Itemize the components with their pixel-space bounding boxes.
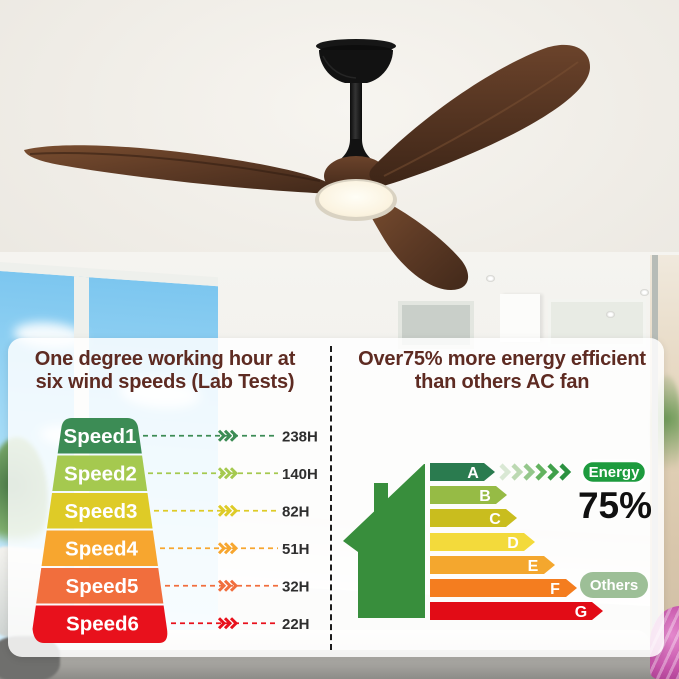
eco-house-icon bbox=[343, 464, 425, 618]
energy-grade-letter: B bbox=[479, 488, 491, 505]
fan-canopy bbox=[316, 39, 396, 83]
speed-row bbox=[32, 568, 168, 604]
recessed-light bbox=[486, 275, 495, 282]
speed-label: Speed6 bbox=[66, 612, 139, 635]
chevron-right-icon bbox=[217, 542, 239, 555]
speed-hours-value: 82H bbox=[282, 503, 310, 520]
wall-pillar bbox=[500, 294, 540, 342]
right-panel-title: Over75% more energy efficient than other… bbox=[344, 348, 660, 394]
speed-connector bbox=[160, 542, 278, 555]
chevron-right-icon bbox=[217, 504, 239, 517]
speed-connector bbox=[143, 429, 278, 442]
speed-label: Speed1 bbox=[64, 425, 137, 448]
energy-grade-letter: F bbox=[550, 581, 560, 598]
recessed-light bbox=[606, 311, 615, 318]
left-panel-title: One degree working hour at six wind spee… bbox=[10, 348, 320, 394]
speed-connector bbox=[171, 617, 278, 630]
chevron-right-icon bbox=[217, 429, 239, 442]
speed-connector bbox=[148, 467, 278, 480]
panel-divider bbox=[330, 346, 332, 650]
others-badge-label: Others bbox=[590, 577, 638, 594]
energy-bar-a bbox=[430, 463, 495, 481]
energy-bar-e bbox=[430, 556, 555, 574]
fan-rod-flare bbox=[337, 139, 375, 162]
left-title-line1: One degree working hour at bbox=[34, 348, 296, 370]
fan-blade-grain bbox=[383, 61, 579, 177]
speed-row bbox=[32, 530, 168, 566]
speed-label: Speed5 bbox=[66, 575, 139, 598]
energy-badge: Energy bbox=[580, 459, 648, 485]
chevron-right-icon bbox=[217, 579, 239, 592]
fan-blade-lower-right bbox=[363, 192, 469, 290]
energy-grade-letter: C bbox=[489, 511, 501, 528]
speed-hours-value: 32H bbox=[282, 578, 310, 595]
speed-connector bbox=[154, 504, 278, 517]
energy-bar-c bbox=[430, 509, 517, 527]
right-title-line2: than others AC fan bbox=[414, 371, 590, 393]
energy-grade-letter: D bbox=[507, 535, 519, 552]
energy-grade-letter: E bbox=[528, 558, 539, 575]
chevron-trail-icon bbox=[499, 463, 572, 481]
speed-row bbox=[32, 605, 168, 643]
energy-badge-label: Energy bbox=[589, 464, 641, 481]
speed-hours-value: 140H bbox=[282, 466, 318, 483]
ceiling-fan-image bbox=[24, 39, 590, 290]
speed-label: Speed2 bbox=[64, 462, 137, 485]
fan-downrod bbox=[350, 83, 362, 141]
energy-bar-f bbox=[430, 579, 577, 597]
speed-label: Speed4 bbox=[65, 537, 139, 560]
right-title-line1: Over75% more energy efficient bbox=[358, 348, 646, 370]
chevron-right-icon bbox=[217, 467, 239, 480]
energy-bar-b bbox=[430, 486, 507, 504]
energy-bar-d bbox=[430, 533, 535, 551]
speed-hours-value: 22H bbox=[282, 616, 310, 633]
energy-bar-g bbox=[430, 602, 603, 620]
percent-label: 75% bbox=[578, 485, 652, 526]
fan-blade-upper-right bbox=[369, 44, 590, 188]
fan-light bbox=[319, 181, 393, 217]
recessed-light bbox=[640, 289, 649, 296]
chevron-right-icon bbox=[217, 617, 239, 630]
left-title-line2: six wind speeds (Lab Tests) bbox=[35, 371, 295, 393]
fan-blade-left bbox=[24, 145, 333, 194]
speed-hours-value: 51H bbox=[282, 541, 310, 558]
speed-hours-value: 238H bbox=[282, 428, 318, 445]
speed-connector bbox=[165, 579, 278, 592]
energy-grade-letter: G bbox=[575, 604, 587, 621]
others-badge: Others bbox=[580, 572, 648, 598]
energy-grade-letter: A bbox=[467, 465, 479, 482]
speed-hours-chart: Speed1 Speed2 Speed3 Speed4 Speed5 Speed… bbox=[32, 418, 318, 643]
energy-efficiency-chart: A B C D E F G Energy 75% Others bbox=[343, 459, 652, 621]
speed-label: Speed3 bbox=[65, 500, 138, 523]
fan-blade-edge bbox=[29, 152, 321, 182]
speed-row bbox=[32, 493, 168, 529]
